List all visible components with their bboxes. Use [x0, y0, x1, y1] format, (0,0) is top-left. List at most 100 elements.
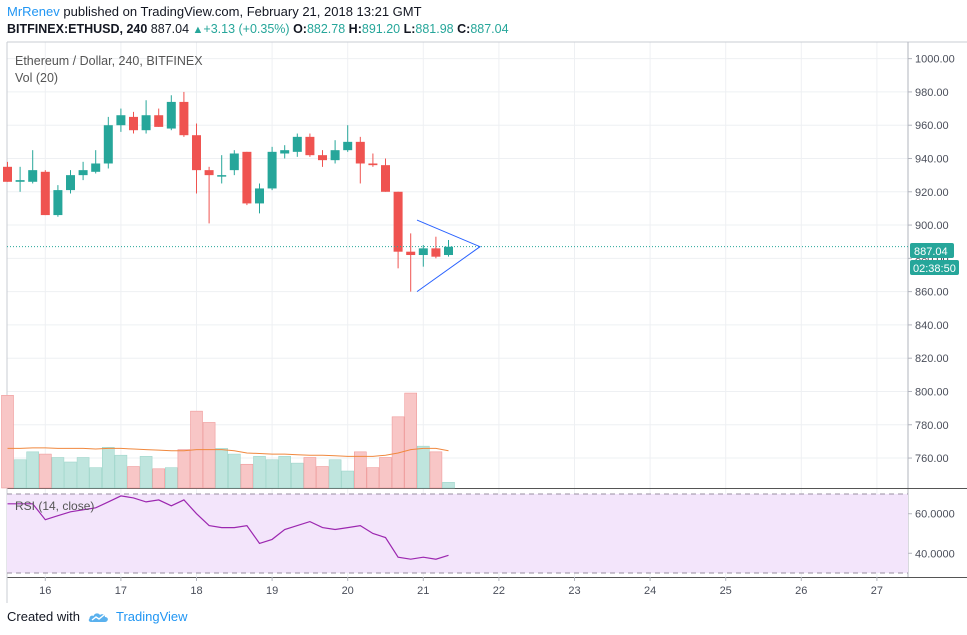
volume-bar [102, 447, 115, 489]
time-axis[interactable]: 16 17 18 19 20 21 22 23 24 25 26 27 [39, 577, 883, 597]
volume-bar [265, 459, 279, 489]
candle-body [217, 175, 227, 177]
open-value: 882.78 [306, 22, 346, 36]
candle-body [292, 136, 302, 152]
time-tick-label: 22 [493, 585, 505, 597]
change: +3.13 (+0.35%) [203, 22, 290, 36]
price-tick-label: 920.00 [915, 187, 949, 199]
candle-body [318, 155, 327, 161]
time-tick-label: 23 [568, 585, 580, 597]
price-tick-label: 980.00 [915, 87, 949, 99]
candle-body [103, 125, 113, 164]
triangle-pattern[interactable] [416, 219, 482, 293]
pane-frames [6, 41, 967, 603]
volume-bar [416, 445, 430, 489]
candle-body [15, 180, 25, 182]
chart-title: Ethereum / Dollar, 240, BITFINEX [15, 54, 203, 68]
price-tick-label: 760.00 [915, 453, 949, 465]
time-tick-label: 25 [720, 585, 732, 597]
volume-bar [290, 462, 304, 489]
candle-body [393, 191, 403, 252]
volume-bar [341, 470, 355, 489]
volume-bar [13, 459, 27, 489]
up-arrow-icon: ▲ [192, 24, 204, 36]
tradingview-link[interactable]: TradingView [88, 609, 188, 624]
time-tick-label: 21 [417, 585, 429, 597]
volume-bar [152, 468, 165, 489]
candle-body [179, 101, 189, 136]
candle-body [330, 150, 340, 161]
candle-body [280, 150, 290, 154]
volume-bar [127, 466, 140, 489]
time-tick-label: 18 [190, 585, 202, 597]
candle-body [204, 170, 214, 176]
close-value: 887.04 [470, 22, 509, 36]
time-tick-label: 24 [644, 585, 656, 597]
volume-bar [240, 463, 254, 489]
time-tick-label: 17 [115, 585, 127, 597]
volume-bars [1, 392, 455, 489]
rsi-pane [7, 493, 908, 574]
volume-bar [278, 456, 292, 489]
candle-body [116, 115, 126, 126]
symbol: BITFINEX:ETHUSD, 240 [7, 22, 148, 36]
low-value: 881.98 [415, 22, 454, 36]
candle-body [368, 163, 378, 166]
volume-bar [303, 457, 317, 489]
volume-bar [316, 466, 329, 489]
volume-bar [391, 416, 405, 489]
high-value: 891.20 [361, 22, 401, 36]
price-tick-label: 1000.00 [915, 54, 955, 66]
price-tick-label: 840.00 [915, 320, 949, 332]
volume-bar [253, 456, 266, 489]
countdown-text: 02:38:50 [913, 263, 956, 275]
candle-body [3, 166, 12, 182]
rsi-tick-label: 40.0000 [915, 548, 955, 560]
candle-body [444, 246, 453, 256]
volume-bar [353, 451, 367, 489]
volume-bar [404, 392, 418, 489]
publish-info: MrRenev published on TradingView.com, Fe… [7, 4, 422, 19]
footer: Created with TradingView [7, 609, 188, 624]
candle-body [66, 175, 75, 191]
close-label: C: [457, 22, 471, 36]
volume-legend: Vol (20) [15, 71, 58, 85]
candle-body [154, 115, 164, 127]
volume-bar [228, 453, 241, 489]
candle-body [355, 141, 365, 164]
open-label: O: [293, 22, 307, 36]
price-tick-label: 960.00 [915, 120, 949, 132]
price-axis[interactable]: 760.00780.00800.00820.00840.00860.00880.… [908, 54, 955, 465]
volume-bar [165, 467, 178, 489]
volume-bar [429, 451, 443, 489]
price-tick-label: 780.00 [915, 420, 949, 432]
volume-bar [51, 457, 65, 489]
price-tick-label: 800.00 [915, 386, 949, 398]
volume-bar [328, 459, 342, 489]
volume-bar [177, 449, 191, 489]
volume-bar [76, 457, 90, 489]
candle-body [129, 116, 138, 131]
rsi-axis[interactable]: 40.0000 60.0000 [908, 509, 955, 561]
volume-bar [379, 457, 392, 489]
volume-bar [38, 453, 52, 489]
candles [3, 91, 453, 292]
price-tick-label: 860.00 [915, 287, 949, 299]
candle-body [91, 163, 101, 172]
volume-bar [202, 422, 216, 489]
candle-body [255, 188, 264, 204]
created-with: Created with [7, 609, 80, 624]
candle-body [229, 153, 239, 171]
price-tick-label: 820.00 [915, 353, 949, 365]
time-tick-label: 16 [39, 585, 51, 597]
candle-body [305, 136, 315, 156]
candle-body [381, 165, 390, 192]
author-link[interactable]: MrRenev [7, 4, 60, 19]
volume-bar [442, 482, 455, 489]
candle-body [78, 170, 88, 176]
candle-body [141, 115, 151, 131]
candle-body [53, 190, 63, 216]
volume-bar [89, 467, 102, 489]
price-badge-text: 887.04 [914, 246, 948, 258]
